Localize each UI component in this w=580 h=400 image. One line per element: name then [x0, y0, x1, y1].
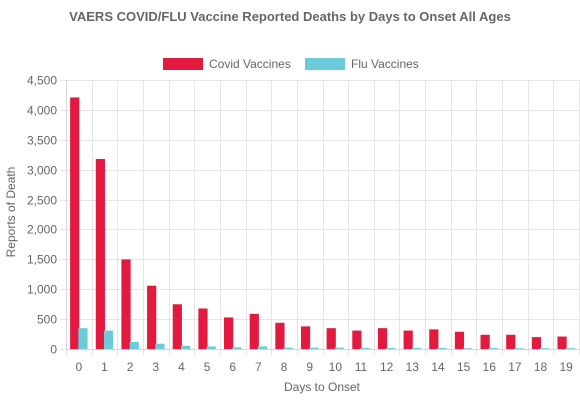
y-tick-label: 4,000	[27, 104, 57, 118]
bar-covid-vaccines[interactable]	[377, 328, 388, 350]
bar-covid-vaccines[interactable]	[224, 317, 234, 350]
bar-covid-vaccines[interactable]	[557, 336, 567, 350]
bar-covid-vaccines[interactable]	[121, 259, 131, 350]
x-axis-ticks: 0 1 2 3 4 5 6 7 8 9 10 11 12 13 14 15 16 17 18 19	[75, 360, 573, 374]
bar-covid-vaccines[interactable]	[275, 322, 285, 350]
x-axis-label: Days to Onset	[284, 380, 361, 394]
y-axis-ticks: 0 500 1,000 1,500 2,000 2,500 3,000 3,500 4,000 4…	[27, 74, 66, 357]
bar-flu-vaccines[interactable]	[334, 347, 345, 350]
y-tick-label: 2,500	[27, 194, 57, 208]
x-tick-label: 0	[75, 360, 82, 374]
legend-item-flu-vaccines[interactable]: Flu Vaccines	[305, 55, 419, 73]
bar-flu-vaccines[interactable]	[309, 347, 319, 350]
bar-flu-vaccines[interactable]	[488, 347, 498, 350]
legend-item-covid-vaccines[interactable]: Covid Vaccines	[163, 55, 291, 73]
bar-covid-vaccines[interactable]	[429, 329, 439, 350]
legend-swatch-flu	[305, 58, 345, 70]
x-tick-label: 15	[457, 360, 471, 374]
x-tick-label: 9	[306, 360, 313, 374]
y-tick-label: 500	[37, 313, 57, 327]
bar-flu-vaccines[interactable]	[180, 345, 191, 350]
x-tick-label: 19	[559, 360, 573, 374]
x-tick-label: 4	[178, 360, 185, 374]
bar-flu-vaccines[interactable]	[103, 330, 114, 350]
x-tick-label: 10	[329, 360, 343, 374]
bar-covid-vaccines[interactable]	[403, 330, 413, 350]
x-tick-label: 3	[152, 360, 159, 374]
grid-lines	[66, 80, 580, 355]
bar-flu-vaccines[interactable]	[78, 328, 88, 350]
bar-covid-vaccines[interactable]	[531, 337, 542, 350]
legend-label-flu: Flu Vaccines	[351, 57, 419, 71]
bars[interactable]	[70, 97, 575, 350]
x-tick-label: 2	[127, 360, 134, 374]
bar-covid-vaccines[interactable]	[480, 334, 490, 350]
y-tick-label: 4,500	[27, 74, 57, 88]
bar-covid-vaccines[interactable]	[326, 328, 336, 350]
y-tick-label: 2,000	[27, 223, 57, 237]
bar-flu-vaccines[interactable]	[129, 341, 139, 350]
bar-flu-vaccines[interactable]	[411, 347, 421, 350]
bar-flu-vaccines[interactable]	[437, 347, 447, 350]
bar-covid-vaccines[interactable]	[198, 308, 208, 350]
bar-flu-vaccines[interactable]	[206, 346, 216, 350]
x-tick-label: 11	[355, 360, 368, 374]
x-tick-label: 6	[229, 360, 236, 374]
bar-flu-vaccines[interactable]	[257, 346, 268, 350]
y-tick-label: 1,000	[27, 283, 57, 297]
bar-flu-vaccines[interactable]	[283, 347, 293, 350]
bar-covid-vaccines[interactable]	[172, 304, 182, 350]
bar-covid-vaccines[interactable]	[454, 331, 465, 350]
chart-title: VAERS COVID/FLU Vaccine Reported Deaths …	[69, 9, 511, 24]
bar-covid-vaccines[interactable]	[300, 326, 311, 350]
x-tick-label: 7	[255, 360, 262, 374]
legend-label-covid: Covid Vaccines	[209, 57, 291, 71]
bar-covid-vaccines[interactable]	[352, 330, 362, 350]
bar-covid-vaccines[interactable]	[147, 285, 157, 350]
bar-flu-vaccines[interactable]	[155, 343, 165, 350]
axes	[66, 80, 579, 350]
y-axis-label: Reports of Death	[4, 167, 18, 258]
y-tick-label: 3,000	[27, 164, 57, 178]
bar-covid-vaccines[interactable]	[95, 159, 105, 350]
y-tick-label: 1,500	[27, 253, 57, 267]
bar-covid-vaccines[interactable]	[506, 334, 516, 350]
bar-covid-vaccines[interactable]	[249, 313, 259, 350]
x-tick-label: 13	[406, 360, 420, 374]
x-tick-label: 12	[380, 360, 394, 374]
x-tick-label: 17	[508, 360, 522, 374]
y-tick-label: 0	[50, 343, 57, 357]
y-tick-label: 3,500	[27, 134, 57, 148]
bar-covid-vaccines[interactable]	[70, 97, 80, 350]
bar-flu-vaccines[interactable]	[386, 347, 396, 350]
x-tick-label: 14	[431, 360, 445, 374]
x-tick-label: 16	[483, 360, 497, 374]
bar-flu-vaccines[interactable]	[360, 347, 370, 350]
x-tick-label: 1	[101, 360, 108, 374]
x-tick-label: 8	[281, 360, 288, 374]
x-tick-label: 5	[204, 360, 211, 374]
x-tick-label: 18	[534, 360, 548, 374]
bar-flu-vaccines[interactable]	[232, 347, 242, 350]
legend-swatch-covid	[163, 58, 203, 70]
